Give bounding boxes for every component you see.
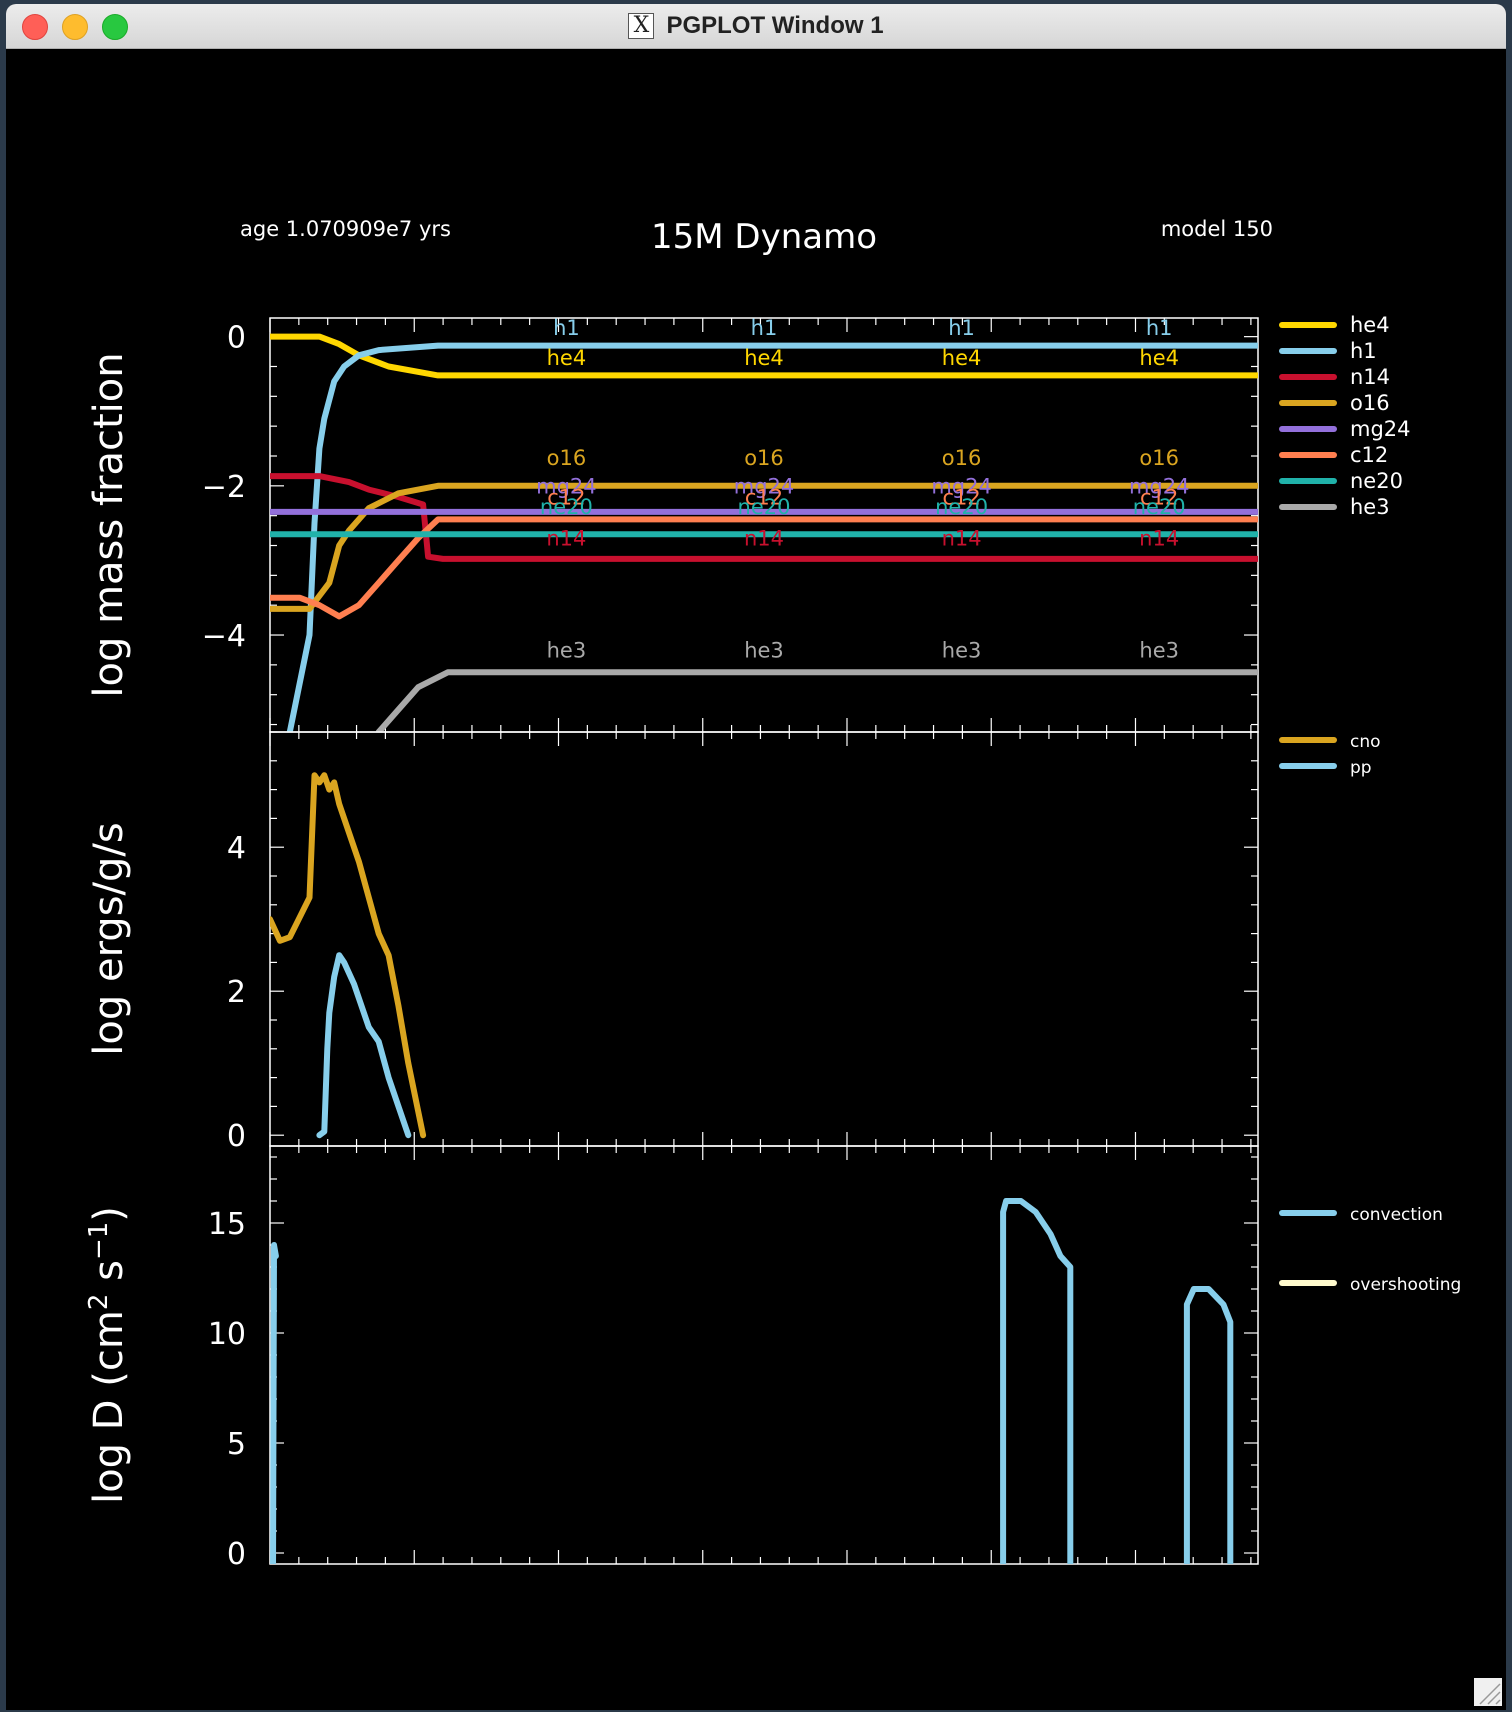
series-inline-label: h1 — [1146, 316, 1173, 340]
plot-canvas: age 1.070909e7 yrs 15M Dynamo model 150 … — [84, 217, 1461, 1572]
minimize-button[interactable] — [62, 14, 88, 40]
legend-label-he4: he4 — [1350, 313, 1390, 337]
series-inline-label: mg24 — [734, 474, 795, 498]
series-inline-label: he3 — [744, 638, 784, 662]
series-inline-label: ne20 — [540, 495, 593, 519]
series-inline-label: n14 — [744, 527, 784, 551]
y-axis-label-part: ) — [86, 1206, 132, 1222]
series-inline-label: mg24 — [1129, 474, 1190, 498]
y-tick-label: −2 — [202, 470, 246, 505]
series-inline-label: mg24 — [536, 474, 597, 498]
series-inline-label: c12 — [942, 485, 980, 509]
series-inline-label: h1 — [553, 316, 580, 340]
series-inline-label: mg24 — [931, 474, 992, 498]
series-line-c12 — [270, 516, 1258, 620]
series-inline-label: c12 — [547, 485, 585, 509]
resize-grip-icon[interactable] — [1474, 1678, 1502, 1706]
series-inline-label: he4 — [942, 346, 982, 370]
y-tick-label: 4 — [227, 831, 246, 866]
series-line-h1 — [286, 342, 1258, 732]
zoom-button[interactable] — [102, 14, 128, 40]
y-tick-label: −4 — [202, 619, 246, 654]
series-inline-label: he3 — [547, 638, 587, 662]
series-group — [270, 772, 427, 1139]
window-title: PGPLOT Window 1 — [666, 12, 884, 39]
y-axis-label: log D (cm2 s−1) — [84, 1206, 132, 1504]
series-line-convection — [1183, 1286, 1234, 1564]
series-line-he3 — [375, 669, 1258, 732]
series-inline-label: ne20 — [935, 495, 988, 519]
x11-icon: X — [628, 13, 655, 39]
panel-energy: 0 2 4 log ergs/g/s cno pp — [86, 731, 1381, 1154]
plot-title: 15M Dynamo — [651, 217, 877, 257]
y-tick-label: 15 — [208, 1207, 246, 1242]
series-group — [270, 333, 1258, 732]
pgplot-window: X PGPLOT Window 1 age 1.070909e7 yrs 15M… — [6, 4, 1506, 1710]
series-inline-label: n14 — [546, 527, 586, 551]
series-inline-label: he4 — [1139, 346, 1179, 370]
title-bar[interactable]: X PGPLOT Window 1 — [6, 4, 1506, 49]
series-inline-label: he4 — [744, 346, 784, 370]
series-line-convection — [1000, 1198, 1074, 1564]
panel-frame — [269, 1145, 1259, 1565]
series-line-pp — [316, 952, 412, 1139]
model-text: model 150 — [1161, 217, 1273, 241]
y-axis-label-part: s — [86, 1260, 132, 1294]
close-button[interactable] — [22, 14, 48, 40]
series-inline-label: c12 — [1140, 485, 1178, 509]
legend-label-cno: cno — [1350, 732, 1381, 752]
series-line-convection — [270, 1242, 279, 1564]
series-inline-label: h1 — [751, 316, 778, 340]
series-inline-label: n14 — [942, 527, 982, 551]
y-tick-label: 10 — [208, 1317, 246, 1352]
legend-label-ne20: ne20 — [1350, 469, 1403, 493]
legend-label-h1: h1 — [1350, 339, 1377, 363]
series-inline-label: c12 — [745, 485, 783, 509]
series-line-o16 — [270, 482, 1258, 612]
panel-mixing: 0 5 10 15 log D (cm2 s−1) convection overshoot… — [84, 1145, 1461, 1572]
series-inline-label: he3 — [942, 638, 982, 662]
y-axis-label: log ergs/g/s — [86, 822, 132, 1055]
legend-label-o16: o16 — [1350, 391, 1390, 415]
series-inline-label: n14 — [1139, 527, 1179, 551]
series-inline-label: ne20 — [738, 495, 791, 519]
y-axis-label: log mass fraction — [86, 352, 132, 697]
series-inline-label: o16 — [744, 446, 784, 470]
series-line-cno — [270, 772, 427, 1139]
y-axis-label-part: 2 — [84, 1294, 114, 1311]
series-line-n14 — [270, 473, 1258, 562]
series-inline-label: o16 — [1139, 446, 1179, 470]
legend-label-overshooting: overshooting — [1350, 1275, 1461, 1295]
y-axis-label-part: −1 — [84, 1222, 114, 1260]
panel-frame — [269, 731, 1259, 1147]
y-tick-label: 0 — [227, 1537, 246, 1572]
y-tick-label: 0 — [227, 1119, 246, 1154]
legend-label-mg24: mg24 — [1350, 417, 1411, 441]
series-inline-label: ne20 — [1133, 495, 1186, 519]
y-tick-label: 0 — [227, 321, 246, 356]
y-tick-label: 2 — [227, 975, 246, 1010]
legend-label-convection: convection — [1350, 1205, 1443, 1225]
legend-label-pp: pp — [1350, 758, 1372, 778]
series-inline-label: he4 — [547, 346, 587, 370]
series-inline-label: he3 — [1139, 638, 1179, 662]
series-group — [270, 1198, 1234, 1564]
y-tick-label: 5 — [227, 1427, 246, 1462]
legend-label-c12: c12 — [1350, 443, 1388, 467]
legend-label-he3: he3 — [1350, 495, 1390, 519]
legend-label-n14: n14 — [1350, 365, 1390, 389]
series-inline-label: h1 — [948, 316, 975, 340]
title-wrap: X PGPLOT Window 1 — [6, 4, 1506, 48]
age-text: age 1.070909e7 yrs — [240, 217, 451, 241]
y-axis-label-part: log D (cm — [86, 1310, 132, 1504]
series-inline-label: o16 — [942, 446, 982, 470]
series-inline-label: o16 — [547, 446, 587, 470]
